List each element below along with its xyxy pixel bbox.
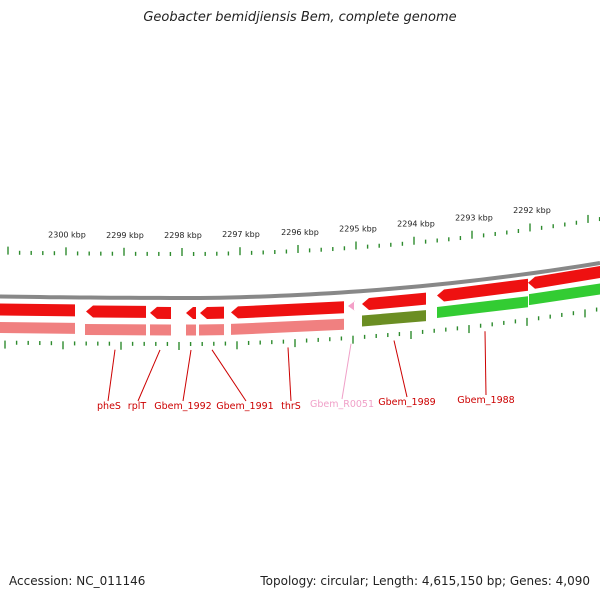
- ruler-label: 2293 kbp: [455, 213, 493, 222]
- ruler-ticks: [4, 214, 600, 350]
- gene-block: [86, 305, 146, 318]
- callout-line: [287, 347, 292, 402]
- gene-block: [231, 301, 344, 319]
- genome-summary: Topology: circular; Length: 4,615,150 bp…: [260, 574, 590, 588]
- ruler-label: 2298 kbp: [164, 231, 202, 240]
- gene-block: [186, 306, 196, 319]
- gene-label[interactable]: pheS: [97, 401, 121, 412]
- track-block: [231, 318, 344, 335]
- genome-title: Geobacter bemidjiensis Bem, complete gen…: [143, 10, 457, 25]
- callout-line: [182, 349, 192, 402]
- gene-label[interactable]: thrS: [281, 401, 301, 412]
- gene-callouts: pheS rplT Gbem_1992 Gbem_1991 thrS Gbem_R0051…: [97, 331, 515, 412]
- gene-block: [362, 292, 426, 311]
- track-block: [150, 324, 171, 336]
- ruler-label: 2294 kbp: [397, 220, 435, 229]
- gene-label[interactable]: rplT: [128, 401, 147, 412]
- gene-block: [200, 306, 224, 319]
- gene-label[interactable]: Gbem_R0051: [310, 399, 374, 410]
- gene-label[interactable]: Gbem_1991: [216, 401, 273, 412]
- callout-line: [484, 331, 487, 396]
- gene-block: [528, 266, 600, 289]
- ruler-label: 2299 kbp: [106, 231, 144, 240]
- gene-block: [150, 306, 171, 319]
- callout-line: [393, 340, 408, 398]
- callout-line: [341, 343, 352, 400]
- track-block: [0, 322, 75, 334]
- track-block: [362, 310, 426, 327]
- ruler-label: 2292 kbp: [513, 206, 551, 215]
- track-block: [437, 296, 528, 319]
- ruler-labels: 2300 kbp 2299 kbp 2298 kbp 2297 kbp 2296 kbp…: [48, 206, 551, 240]
- genome-backbone: [0, 261, 600, 300]
- gene-block: [0, 303, 75, 317]
- track-block: [529, 283, 600, 306]
- backbone-line: [0, 261, 600, 300]
- ruler-label: 2297 kbp: [222, 230, 260, 239]
- gene-label[interactable]: Gbem_1989: [378, 397, 435, 408]
- genes-layer: [0, 266, 600, 336]
- track-block: [186, 324, 196, 336]
- ruler-label: 2296 kbp: [281, 228, 319, 237]
- gene-label[interactable]: Gbem_1988: [457, 395, 514, 406]
- callout-line: [211, 349, 247, 402]
- track-block: [199, 324, 224, 336]
- accession-label: Accession: NC_011146: [9, 574, 146, 588]
- callout-line: [107, 349, 116, 402]
- ruler-label: 2295 kbp: [339, 224, 377, 233]
- callout-line: [137, 349, 161, 402]
- gene-block: [437, 278, 528, 302]
- rna-block: [348, 300, 355, 312]
- gene-label[interactable]: Gbem_1992: [154, 401, 211, 412]
- ruler-label: 2300 kbp: [48, 230, 86, 239]
- track-block: [85, 324, 146, 336]
